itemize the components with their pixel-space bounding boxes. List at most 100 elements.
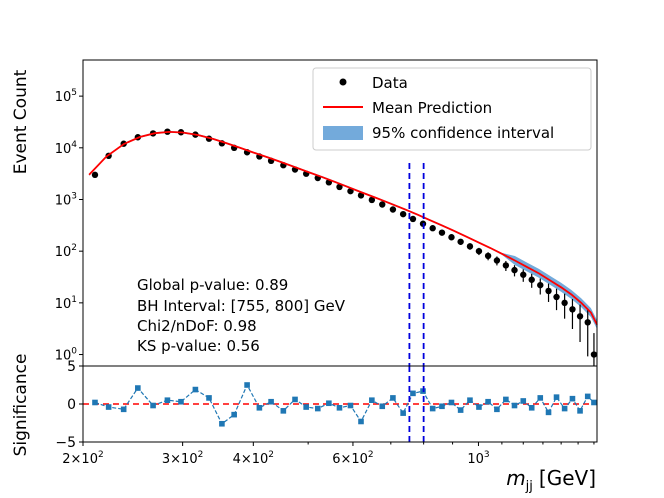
significance-point bbox=[439, 403, 445, 410]
x-tick-exp: 2 bbox=[368, 450, 374, 460]
data-point bbox=[569, 306, 576, 313]
main-y-tick-base: 10 bbox=[55, 142, 72, 157]
residual-y-axis-label: Significance bbox=[11, 354, 31, 457]
main-y-tick-label: 102 bbox=[55, 243, 77, 260]
annotation-global-p: Global p-value: 0.89 bbox=[137, 276, 288, 294]
significance-point bbox=[347, 402, 354, 409]
data-point bbox=[409, 215, 417, 223]
annotation-ks-p: KS p-value: 0.56 bbox=[137, 337, 260, 355]
significance-point bbox=[92, 399, 98, 406]
residual-y-tick-label: −5 bbox=[55, 435, 76, 451]
significance-point bbox=[520, 398, 527, 404]
x-tick-mantissa: 6×10 bbox=[332, 452, 368, 467]
significance-point bbox=[120, 406, 127, 413]
data-point bbox=[429, 225, 436, 232]
significance-point bbox=[358, 418, 364, 425]
significance-point bbox=[105, 404, 112, 410]
annotation-chi2: Chi2/nDoF: 0.98 bbox=[137, 317, 257, 335]
main-y-tick-exp: 2 bbox=[71, 243, 77, 253]
significance-point bbox=[561, 405, 568, 412]
legend-data-marker bbox=[339, 78, 347, 86]
significance-point bbox=[336, 405, 343, 411]
significance-point bbox=[206, 395, 212, 401]
significance-point bbox=[256, 405, 263, 411]
main-y-tick-exp: 1 bbox=[71, 295, 77, 305]
significance-point bbox=[591, 399, 597, 406]
legend-prediction-label: Mean Prediction bbox=[372, 99, 492, 117]
legend-data-label: Data bbox=[372, 74, 408, 92]
significance-point bbox=[231, 411, 237, 418]
legend: Data Mean Prediction 95% confidence inte… bbox=[312, 67, 592, 151]
interval-lines-main bbox=[408, 163, 425, 366]
residual-plot-area bbox=[83, 366, 597, 442]
x-tick-exp: 2 bbox=[98, 450, 104, 460]
significance-point bbox=[577, 408, 583, 414]
significance-point bbox=[369, 397, 375, 403]
x-ticks: 2×102 3×102 4×102 6×102 103 bbox=[62, 442, 595, 467]
significance-point bbox=[192, 386, 199, 393]
significance-point bbox=[528, 405, 535, 411]
significance-point bbox=[178, 398, 184, 405]
prediction-line-layer bbox=[88, 130, 598, 326]
data-point bbox=[379, 201, 386, 208]
main-y-tick-base: 10 bbox=[55, 297, 72, 312]
data-point bbox=[438, 229, 446, 236]
data-point bbox=[590, 351, 598, 358]
x-tick-label: 6×102 bbox=[332, 450, 373, 467]
significance-point bbox=[268, 398, 274, 405]
residual-y-tick-label: 5 bbox=[67, 359, 76, 375]
main-y-tick-label: 105 bbox=[55, 88, 77, 105]
significance-point bbox=[467, 397, 473, 403]
data-point bbox=[545, 287, 552, 295]
x-tick-label: 4×102 bbox=[233, 450, 274, 467]
interval-lines-residual bbox=[408, 366, 425, 442]
significance-point bbox=[584, 393, 591, 400]
residual-y-tick-label: 0 bbox=[67, 397, 76, 413]
significance-point bbox=[476, 404, 482, 410]
main-y-tick-base: 10 bbox=[55, 349, 72, 364]
data-point bbox=[484, 252, 492, 260]
main-y-tick-exp: 3 bbox=[71, 191, 77, 201]
data-point bbox=[368, 196, 376, 204]
data-points-layer bbox=[91, 128, 598, 366]
significance-point bbox=[429, 405, 436, 412]
legend-box bbox=[312, 67, 592, 151]
significance-point bbox=[545, 409, 552, 416]
data-point bbox=[493, 257, 501, 264]
main-y-tick-exp: 0 bbox=[71, 347, 77, 357]
x-axis-label-var: m bbox=[506, 466, 525, 490]
residual-panel: 50−5 2×102 3×102 4×102 6×102 103 Significanc… bbox=[11, 354, 598, 494]
significance-point bbox=[244, 382, 250, 388]
main-y-tick-base: 10 bbox=[55, 245, 72, 260]
main-y-tick-exp: 5 bbox=[71, 88, 77, 98]
x-tick-mantissa: 10 bbox=[467, 452, 484, 467]
data-point bbox=[466, 243, 474, 250]
legend-band-label: 95% confidence interval bbox=[372, 124, 554, 142]
data-point bbox=[91, 171, 99, 179]
x-tick-label: 2×102 bbox=[62, 450, 103, 467]
significance-point bbox=[164, 397, 171, 403]
mean-prediction-line bbox=[88, 130, 598, 326]
data-point bbox=[475, 247, 483, 255]
significance-point bbox=[135, 385, 141, 391]
significance-point bbox=[379, 403, 386, 410]
x-axis-label-sub: jj bbox=[525, 479, 533, 494]
significance-point bbox=[448, 399, 455, 406]
stats-annotations: Global p-value: 0.89 BH Interval: [755, … bbox=[137, 276, 346, 355]
annotation-bh-interval: BH Interval: [755, 800] GeV bbox=[137, 297, 346, 315]
main-y-tick-exp: 4 bbox=[71, 140, 77, 150]
significance-point bbox=[280, 408, 287, 414]
main-y-axis-label: Event Count bbox=[11, 69, 31, 174]
x-tick-exp: 2 bbox=[268, 450, 274, 460]
data-point bbox=[561, 299, 568, 307]
main-y-tick-base: 10 bbox=[55, 193, 72, 208]
significance-point bbox=[569, 395, 576, 402]
x-tick-exp: 3 bbox=[484, 450, 490, 460]
significance-point bbox=[553, 394, 560, 400]
x-tick-label: 103 bbox=[467, 450, 489, 467]
data-point bbox=[528, 276, 535, 283]
x-axis-label-unit: [GeV] bbox=[539, 466, 596, 490]
x-axis-label: mjj [GeV] bbox=[506, 466, 596, 494]
